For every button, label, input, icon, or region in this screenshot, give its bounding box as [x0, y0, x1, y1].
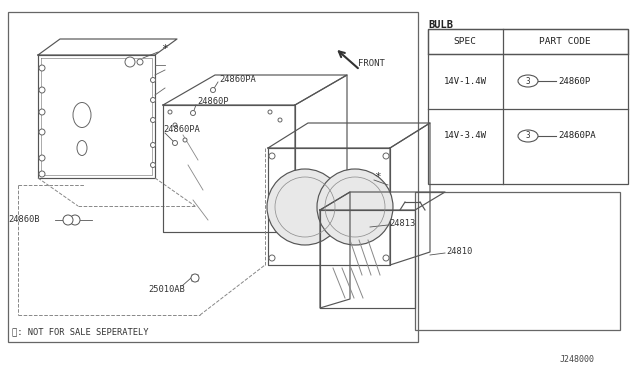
Bar: [415, 192, 620, 330]
Text: 14V-3.4W: 14V-3.4W: [444, 131, 486, 141]
Circle shape: [150, 142, 156, 148]
Text: SPEC: SPEC: [454, 36, 477, 45]
Circle shape: [383, 255, 389, 261]
Circle shape: [125, 57, 135, 67]
Circle shape: [183, 138, 187, 142]
Text: 24860PA: 24860PA: [219, 74, 256, 83]
Circle shape: [278, 118, 282, 122]
Circle shape: [39, 155, 45, 161]
Text: BULB: BULB: [428, 20, 453, 30]
Circle shape: [383, 153, 389, 159]
Bar: [8, 12, 418, 342]
Circle shape: [39, 171, 45, 177]
Circle shape: [191, 110, 195, 115]
Text: 3: 3: [525, 131, 531, 141]
Circle shape: [173, 141, 177, 145]
Text: 24860B: 24860B: [8, 215, 40, 224]
Text: 3: 3: [525, 77, 531, 86]
Text: 24860P: 24860P: [197, 97, 228, 106]
Circle shape: [267, 169, 343, 245]
Circle shape: [137, 59, 143, 65]
Text: 25010AB: 25010AB: [148, 285, 185, 294]
Bar: [428, 29, 628, 184]
Ellipse shape: [518, 75, 538, 87]
Text: FRONT: FRONT: [358, 60, 385, 68]
Circle shape: [150, 77, 156, 83]
Ellipse shape: [518, 130, 538, 142]
Circle shape: [150, 163, 156, 167]
Circle shape: [39, 129, 45, 135]
Circle shape: [173, 123, 177, 127]
Circle shape: [317, 169, 393, 245]
Text: PART CODE: PART CODE: [539, 36, 591, 45]
Text: 24860PA: 24860PA: [558, 131, 596, 141]
Circle shape: [150, 118, 156, 122]
Bar: [428, 29, 628, 54]
Text: ※: NOT FOR SALE SEPERATELY: ※: NOT FOR SALE SEPERATELY: [12, 327, 148, 337]
Text: *: *: [161, 44, 168, 54]
Text: 14V-1.4W: 14V-1.4W: [444, 77, 486, 86]
Circle shape: [39, 87, 45, 93]
Circle shape: [39, 65, 45, 71]
Text: 24810: 24810: [446, 247, 472, 257]
Circle shape: [70, 215, 80, 225]
Circle shape: [39, 109, 45, 115]
Circle shape: [211, 87, 216, 93]
Text: *: *: [374, 172, 381, 182]
Text: 24860PA: 24860PA: [163, 125, 200, 135]
Circle shape: [269, 153, 275, 159]
Text: J248000: J248000: [560, 356, 595, 365]
Circle shape: [150, 97, 156, 103]
Circle shape: [191, 274, 199, 282]
Circle shape: [63, 215, 73, 225]
Circle shape: [268, 110, 272, 114]
Circle shape: [168, 110, 172, 114]
Circle shape: [269, 255, 275, 261]
Text: 24860P: 24860P: [558, 77, 590, 86]
Text: 24813: 24813: [389, 219, 415, 228]
